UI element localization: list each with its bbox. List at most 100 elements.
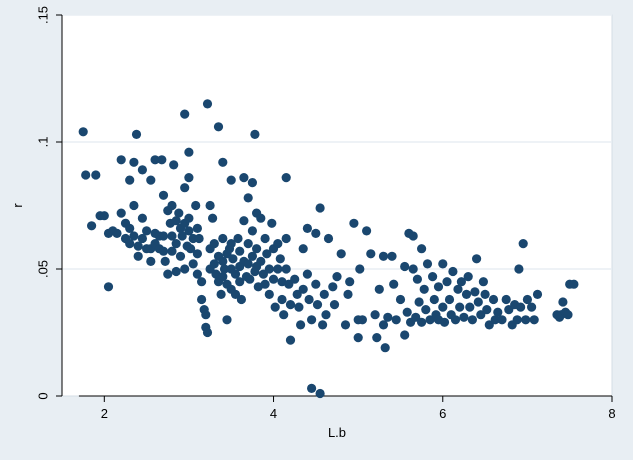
data-point	[218, 256, 228, 266]
data-point	[527, 302, 537, 312]
data-point	[243, 193, 253, 203]
data-point	[336, 249, 346, 259]
data-point	[476, 310, 486, 320]
data-point	[194, 233, 204, 244]
data-point	[438, 259, 448, 269]
data-point	[482, 305, 492, 315]
data-point	[302, 223, 312, 233]
data-point	[472, 254, 482, 264]
data-point	[419, 284, 429, 294]
data-point	[345, 277, 355, 287]
data-point	[292, 289, 302, 299]
data-point	[91, 170, 101, 180]
data-point	[177, 231, 187, 241]
data-point	[247, 226, 257, 236]
data-point	[201, 310, 211, 320]
data-point	[133, 251, 143, 261]
data-point	[490, 315, 500, 325]
data-point	[197, 294, 207, 305]
x-tick-label: 8	[608, 406, 615, 421]
data-point	[208, 213, 218, 223]
data-point	[243, 239, 253, 249]
data-point	[202, 327, 213, 338]
data-point	[488, 294, 499, 305]
data-point	[125, 175, 135, 185]
data-point	[521, 315, 531, 325]
data-point	[87, 221, 97, 231]
y-tick-label: .15	[35, 6, 50, 24]
data-point	[218, 272, 228, 282]
data-point	[252, 244, 262, 254]
data-point	[311, 279, 321, 289]
data-point	[296, 320, 306, 330]
data-point	[262, 249, 272, 259]
data-point	[417, 317, 427, 327]
data-point	[450, 315, 461, 325]
data-point	[180, 264, 190, 274]
data-point	[209, 239, 219, 249]
data-point	[402, 307, 412, 317]
data-point	[421, 305, 431, 315]
data-point	[456, 277, 466, 287]
data-point	[268, 274, 279, 284]
data-point	[493, 307, 503, 317]
data-point	[453, 284, 463, 294]
data-point	[522, 294, 533, 305]
data-point	[279, 310, 289, 320]
data-point	[186, 244, 196, 254]
data-point	[260, 279, 270, 289]
data-point	[362, 226, 372, 236]
data-point	[355, 264, 365, 274]
data-point	[461, 289, 472, 299]
data-point	[116, 155, 126, 165]
data-point	[236, 294, 246, 305]
data-point	[467, 315, 477, 325]
y-axis-title: r	[10, 203, 25, 208]
data-point	[340, 320, 351, 330]
data-point	[349, 218, 359, 228]
data-point	[277, 294, 287, 305]
data-point	[146, 256, 156, 266]
data-point	[563, 310, 573, 320]
data-point	[192, 269, 202, 279]
data-point	[137, 213, 147, 223]
data-point	[171, 266, 181, 277]
data-point	[150, 155, 160, 165]
data-point	[307, 315, 317, 325]
x-tick-label: 6	[439, 406, 446, 421]
data-point	[514, 264, 524, 274]
data-point	[191, 200, 201, 211]
data-point	[433, 282, 444, 292]
data-point	[428, 272, 438, 282]
data-point	[353, 333, 363, 343]
data-point	[167, 231, 177, 241]
data-point	[260, 233, 270, 244]
data-point	[448, 266, 458, 277]
data-point	[184, 147, 194, 157]
x-tick-label: 4	[270, 406, 277, 421]
data-point	[163, 269, 173, 279]
data-point	[439, 317, 450, 327]
data-point	[529, 315, 539, 325]
data-point	[157, 155, 167, 165]
data-point	[222, 315, 232, 325]
data-point	[442, 277, 452, 287]
data-point	[302, 269, 312, 279]
data-point	[380, 343, 390, 353]
data-point	[478, 277, 488, 287]
data-point	[480, 289, 490, 299]
data-point	[243, 259, 253, 269]
data-point	[167, 246, 177, 256]
data-point	[319, 289, 329, 299]
data-point	[103, 282, 114, 292]
data-point	[239, 216, 249, 226]
data-point	[129, 200, 139, 211]
data-point	[184, 213, 194, 223]
data-point	[129, 157, 139, 167]
x-tick-label: 2	[101, 406, 108, 421]
data-point	[133, 241, 143, 251]
data-point	[256, 213, 266, 223]
data-point	[311, 228, 321, 238]
data-point	[312, 300, 323, 310]
